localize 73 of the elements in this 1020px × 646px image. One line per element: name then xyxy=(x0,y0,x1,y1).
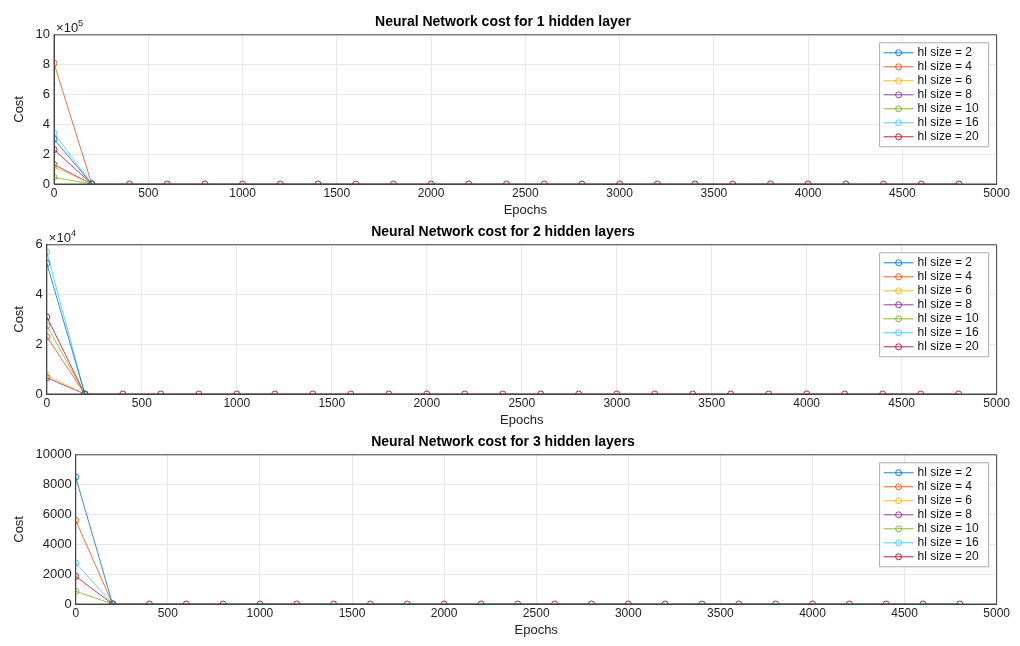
y-tick-label: 4 xyxy=(42,115,51,131)
y-axis-title: Cost xyxy=(11,95,27,123)
legend-label: hl size = 8 xyxy=(917,507,973,522)
legend-label: hl size = 10 xyxy=(917,311,979,326)
legend-label: hl size = 8 xyxy=(917,297,973,312)
y-tick-label: 8000 xyxy=(42,476,72,492)
y-tick-label: 8 xyxy=(42,56,51,72)
y-tick-label: 4 xyxy=(35,286,43,302)
legend-label: hl size = 10 xyxy=(917,521,979,536)
legend-label: hl size = 20 xyxy=(917,339,979,354)
x-tick-label: 1000 xyxy=(246,605,274,620)
legend-label: hl size = 6 xyxy=(917,283,973,298)
legend-label: hl size = 20 xyxy=(917,549,979,564)
y-tick-label: 6000 xyxy=(42,506,72,522)
y-tick-label: 10 xyxy=(35,26,51,42)
x-tick-label: 500 xyxy=(131,395,153,410)
x-tick-label: 2500 xyxy=(512,185,540,200)
x-tick-label: 5000 xyxy=(983,395,1011,410)
x-tick-label: 3000 xyxy=(606,185,634,200)
x-tick-label: 1000 xyxy=(223,395,251,410)
legend-label: hl size = 16 xyxy=(917,115,979,130)
chart-title: Neural Network cost for 2 hidden layers xyxy=(371,223,636,240)
x-tick-label: 2500 xyxy=(508,395,536,410)
chart-title: Neural Network cost for 1 hidden layer xyxy=(375,13,632,30)
x-tick-label: 4500 xyxy=(891,605,919,620)
x-tick-label: 2500 xyxy=(522,605,550,620)
legend-label: hl size = 2 xyxy=(917,465,973,480)
x-tick-label: 3000 xyxy=(603,395,631,410)
legend-label: hl size = 4 xyxy=(917,269,973,284)
x-tick-label: 3500 xyxy=(707,605,735,620)
x-tick-label: 2000 xyxy=(430,605,458,620)
legend-label: hl size = 4 xyxy=(917,479,973,494)
legend-label: hl size = 10 xyxy=(917,101,979,116)
legend-label: hl size = 16 xyxy=(917,535,979,550)
y-tick-label: 10000 xyxy=(35,446,72,462)
x-tick-label: 2000 xyxy=(413,395,441,410)
x-tick-label: 1500 xyxy=(338,605,366,620)
x-tick-label: 3500 xyxy=(698,395,726,410)
x-tick-label: 1500 xyxy=(318,395,346,410)
y-axis-title: Cost xyxy=(11,305,27,333)
x-tick-label: 500 xyxy=(157,605,179,620)
y-axis-title: Cost xyxy=(11,515,27,543)
y-tick-label: 6 xyxy=(42,86,51,102)
x-tick-label: 3000 xyxy=(614,605,642,620)
x-tick-label: 5000 xyxy=(983,185,1011,200)
x-tick-label: 4000 xyxy=(794,185,822,200)
x-tick-label: 4000 xyxy=(799,605,827,620)
x-tick-label: 5000 xyxy=(983,605,1011,620)
x-tick-label: 2000 xyxy=(417,185,445,200)
x-tick-label: 4500 xyxy=(888,395,916,410)
y-tick-label: 2 xyxy=(35,335,43,351)
x-axis-title: Epochs xyxy=(514,621,559,637)
x-tick-label: 3500 xyxy=(700,185,728,200)
y-tick-label: 2 xyxy=(42,145,51,161)
x-axis-title: Epochs xyxy=(503,201,548,217)
x-tick-label: 4500 xyxy=(889,185,917,200)
legend-label: hl size = 16 xyxy=(917,325,979,340)
x-tick-label: 1500 xyxy=(323,185,351,200)
legend-label: hl size = 20 xyxy=(917,129,979,144)
legend-label: hl size = 4 xyxy=(917,59,973,74)
legend-label: hl size = 6 xyxy=(917,73,973,88)
y-tick-label: 4000 xyxy=(42,535,72,551)
x-tick-label: 1000 xyxy=(229,185,257,200)
x-axis-title: Epochs xyxy=(500,411,544,427)
chart-title: Neural Network cost for 3 hidden layers xyxy=(371,433,636,450)
x-tick-label: 4000 xyxy=(793,395,821,410)
legend-label: hl size = 8 xyxy=(917,87,973,102)
y-tick-label: 6 xyxy=(35,236,43,252)
legend-label: hl size = 6 xyxy=(917,493,973,508)
legend-label: hl size = 2 xyxy=(917,255,973,270)
x-tick-label: 500 xyxy=(138,185,159,200)
y-tick-label: 2000 xyxy=(42,565,72,581)
legend-label: hl size = 2 xyxy=(917,45,973,60)
